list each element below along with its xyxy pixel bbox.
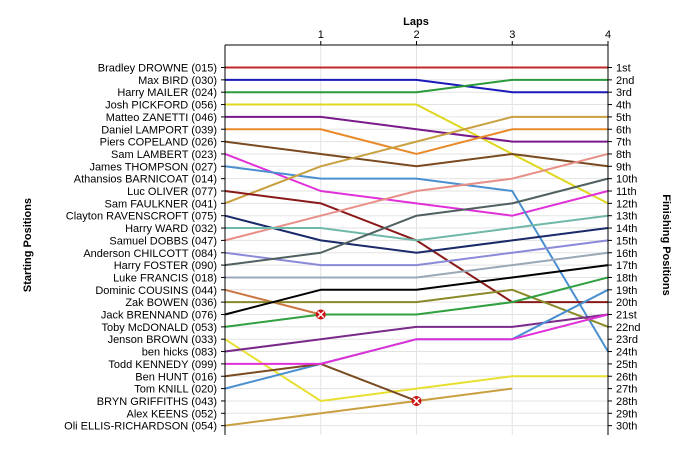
left-driver-label: Ben HUNT (016) [135, 371, 217, 383]
series-line-7 [224, 140, 609, 168]
left-driver-label: Max BIRD (030) [138, 75, 217, 87]
right-position-label: 15th [616, 235, 637, 247]
right-position-label: 19th [616, 285, 637, 297]
right-position-label: 12th [616, 198, 637, 210]
right-position-label: 26th [616, 371, 637, 383]
series-line-6 [225, 128, 608, 155]
right-position-label: 21st [616, 310, 637, 322]
right-position-label: 24th [616, 347, 637, 359]
series-line-21 [224, 276, 609, 328]
left-driver-label: Harry MAILER (024) [117, 87, 217, 99]
series-line-2 [225, 78, 608, 94]
right-position-label: 11th [616, 186, 637, 198]
retirement-marker-cross [317, 310, 325, 319]
left-driver-label: Bradley DROWNE (015) [98, 63, 217, 75]
left-driver-label: Oli ELLIS-RICHARDSON (054) [64, 421, 217, 433]
left-driver-label: Harry WARD (032) [125, 223, 217, 235]
series-line-26 [225, 313, 609, 365]
right-position-label: 30th [616, 421, 637, 433]
left-driver-label: Piers COPELAND (026) [100, 137, 217, 149]
retirement-markers [315, 309, 422, 406]
right-position-label: 6th [616, 124, 631, 136]
right-position-label: 8th [616, 149, 631, 161]
series-line-13 [224, 214, 609, 254]
left-driver-label: Daniel LAMPORT (039) [101, 124, 217, 136]
right-position-label: 5th [616, 112, 631, 124]
left-driver-label: Tom KNILL (020) [134, 384, 217, 396]
right-position-label: 3rd [616, 87, 632, 99]
retirement-marker-cross [412, 397, 421, 405]
left-driver-label: Sam FAULKNER (041) [105, 198, 217, 210]
x-axis-title: Laps [403, 16, 429, 28]
left-driver-label: Sam LAMBERT (023) [111, 149, 217, 161]
left-driver-label: Dominic COUSINS (044) [95, 285, 217, 297]
left-driver-label: Luke FRANCIS (018) [113, 272, 217, 284]
series-line-22 [224, 338, 608, 402]
series-line-10 [224, 115, 608, 205]
series-line-5 [225, 115, 608, 143]
left-axis-title: Starting Positions [22, 198, 34, 292]
right-position-label: 17th [616, 260, 637, 272]
left-driver-label: ben hicks (083) [142, 347, 217, 359]
series-line-14 [225, 214, 609, 242]
right-position-label: 4th [616, 100, 631, 112]
left-driver-label: Harry FOSTER (090) [114, 260, 217, 272]
left-driver-label: Anderson CHILCOTT (084) [83, 248, 217, 260]
top-tick-label: 2 [413, 29, 419, 41]
series-line-20 [224, 264, 609, 316]
left-driver-label: Alex KEENS (052) [127, 408, 217, 420]
right-position-label: 10th [616, 174, 637, 186]
series-line-9 [224, 165, 609, 353]
right-position-label: 20th [616, 297, 637, 309]
right-position-label: 18th [616, 272, 637, 284]
left-driver-label: Athansios BARNICOAT (014) [74, 174, 217, 186]
right-position-label: 22nd [616, 322, 640, 334]
series-line-12 [224, 152, 609, 242]
right-position-label: 28th [616, 396, 637, 408]
right-axis-title: Finishing Positions [660, 194, 672, 295]
left-driver-label: Jenson BROWN (033) [108, 334, 217, 346]
right-position-label: 14th [616, 223, 637, 235]
series-line-3 [225, 78, 608, 94]
series-line-19 [225, 288, 609, 328]
right-position-label: 7th [616, 137, 631, 149]
left-driver-label: Jack BRENNAND (076) [101, 310, 217, 322]
left-driver-label: Samuel DOBBS (047) [109, 235, 217, 247]
top-tick-label: 1 [318, 29, 324, 41]
left-driver-label: BRYN GRIFFITHS (043) [97, 396, 217, 408]
left-driver-label: Clayton RAVENSCROFT (075) [66, 211, 217, 223]
right-position-label: 23rd [616, 334, 638, 346]
right-position-label: 2nd [616, 75, 634, 87]
left-driver-label: Josh PICKFORD (056) [105, 100, 217, 112]
left-driver-label: Toby McDONALD (053) [101, 322, 217, 334]
right-position-label: 25th [616, 359, 637, 371]
left-driver-label: Luc OLIVER (077) [127, 186, 217, 198]
series-line-16 [224, 177, 609, 267]
left-driver-label: James THOMPSON (027) [89, 161, 217, 173]
axes [221, 41, 612, 435]
right-position-label: 1st [616, 63, 631, 75]
right-position-label: 9th [616, 161, 631, 173]
top-tick-label: 3 [509, 29, 515, 41]
left-driver-label: Todd KENNEDY (099) [108, 359, 217, 371]
top-tick-label: 4 [605, 29, 611, 41]
series-line-30 [224, 387, 513, 427]
retirement-marker-1 [315, 309, 326, 320]
right-position-label: 13th [616, 211, 637, 223]
right-position-label: 27th [616, 384, 637, 396]
series-line-15 [224, 239, 609, 267]
series-line-17 [225, 251, 609, 279]
right-position-label: 16th [616, 248, 637, 260]
left-driver-label: Zak BOWEN (036) [125, 297, 217, 309]
left-driver-label: Matteo ZANETTI (046) [106, 112, 217, 124]
retirement-marker-2 [411, 395, 422, 406]
series-lines [224, 66, 609, 427]
right-position-label: 29th [616, 408, 637, 420]
